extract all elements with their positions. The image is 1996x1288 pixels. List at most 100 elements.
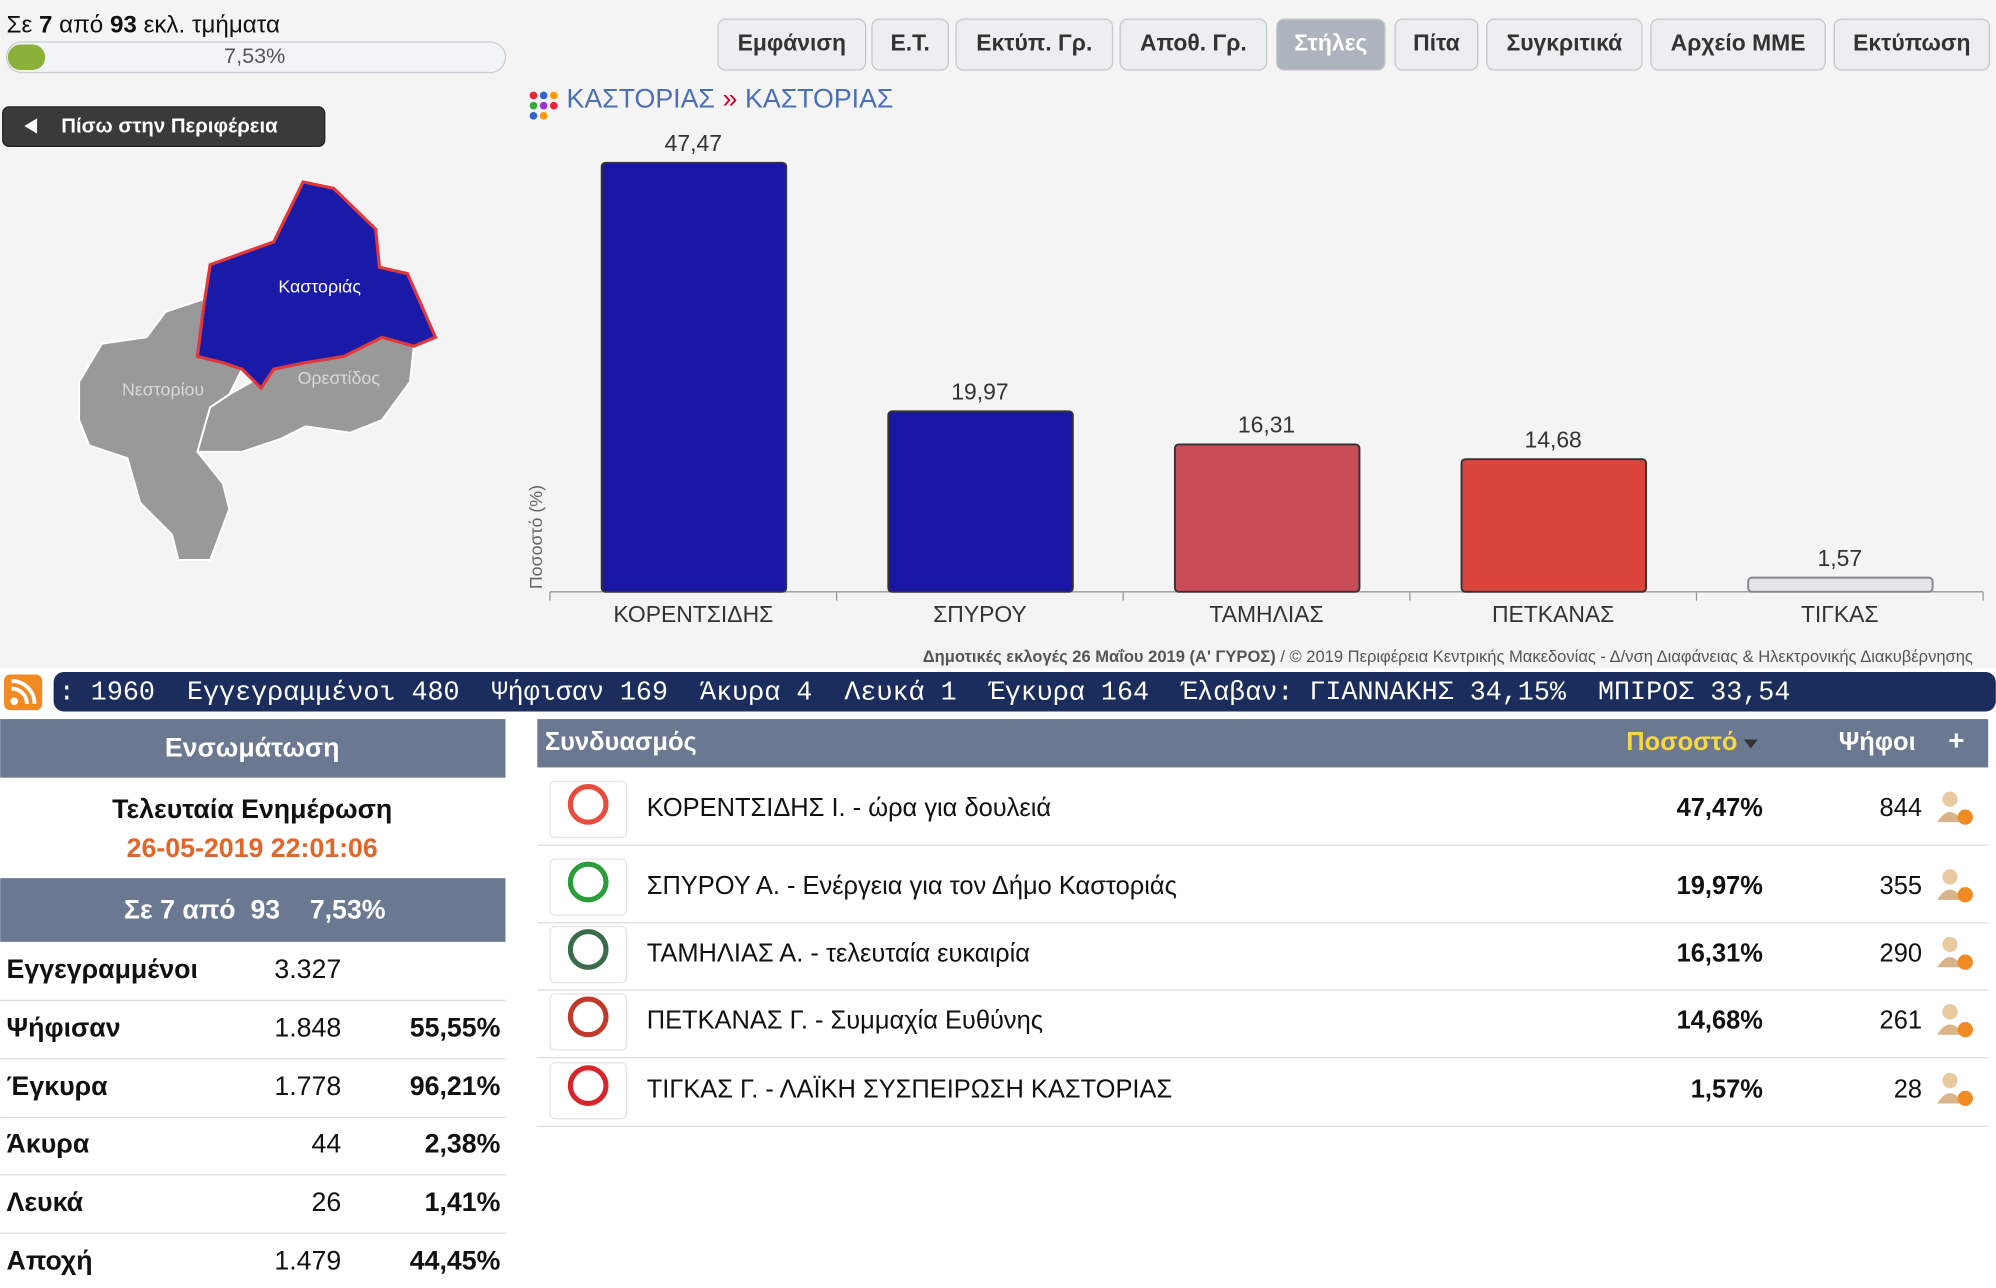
bar[interactable]	[887, 410, 1074, 593]
ticker-band	[53, 672, 1996, 712]
map-region-selected[interactable]	[195, 180, 438, 391]
party-logo-mark	[567, 861, 609, 903]
party-percent: 14,68%	[1677, 1007, 1763, 1035]
column-header[interactable]: Ψήφοι	[1839, 728, 1916, 756]
breadcrumb-part: ΚΑΣΤΟΡΙΑΣ	[567, 84, 715, 114]
button-label: Εκτύπ. Γρ.	[976, 30, 1092, 56]
button-background	[871, 18, 949, 71]
button-background	[1486, 18, 1643, 71]
stat-name: Ψήφισαν	[7, 1013, 121, 1043]
stat-percent: 2,38%	[425, 1129, 501, 1159]
candidates-icon[interactable]	[1937, 791, 1973, 825]
party-logo-mark	[567, 1065, 609, 1106]
category-label: ΤΑΜΗΛΙΑΣ	[1209, 601, 1323, 627]
stat-name: Αποχή	[7, 1246, 93, 1276]
value-label: 14,68	[1525, 426, 1582, 452]
toolbar-button[interactable]: Συγκριτικά	[1486, 18, 1643, 71]
candidates-icon[interactable]	[1937, 1004, 1973, 1038]
column-header[interactable]: +	[1948, 724, 1964, 755]
stat-percent: 1,41%	[425, 1187, 501, 1217]
stat-count: 1.848	[274, 1013, 341, 1043]
button-background	[1394, 18, 1479, 71]
toolbar-button[interactable]: Εκτύπ. Γρ.	[955, 18, 1114, 71]
value-label: 16,31	[1238, 412, 1295, 438]
column-header[interactable]: Συνδυασμός	[545, 728, 697, 756]
rss-icon[interactable]	[4, 674, 43, 711]
icon-body	[1937, 1024, 1963, 1035]
candidates-icon[interactable]	[1937, 936, 1973, 970]
stat-name: Εγγεγραμμένοι	[7, 954, 198, 984]
button-background	[1833, 18, 1991, 71]
table-row[interactable]: ΚΟΡΕΝΤΣΙΔΗΣ Ι. - ώρα για δουλειά 47,47% 84…	[537, 780, 1989, 846]
stat-count: 3.327	[274, 954, 341, 984]
party-name: ΠΕΤΚΑΝΑΣ Γ. - Συμμαχία Ευθύνης	[647, 1007, 1043, 1035]
toolbar-button[interactable]: Στήλες	[1276, 18, 1386, 71]
stat-percent: 44,45%	[410, 1246, 501, 1276]
status-part: 93	[110, 12, 137, 39]
stat-percent: 55,55%	[410, 1013, 501, 1043]
party-percent: 19,97%	[1677, 872, 1763, 900]
map: Καστοριάς Νεστορίου Ορεστίδος	[78, 180, 438, 561]
toolbar-button[interactable]: Πίτα	[1394, 18, 1479, 71]
progress-text: Σε 7 από 93	[124, 894, 280, 924]
party-logo	[549, 780, 627, 839]
party-votes: 355	[1880, 872, 1922, 900]
table-row[interactable]: ΤΙΓΚΑΣ Γ. - ΛΑΪΚΗ ΣΥΣΠΕΙΡΩΣΗ ΚΑΣΤΟΡΙΑΣ 1,…	[537, 1062, 1989, 1127]
button-label: Εκτύπωση	[1853, 30, 1970, 56]
party-name: ΤΙΓΚΑΣ Γ. - ΛΑΪΚΗ ΣΥΣΠΕΙΡΩΣΗ ΚΑΣΤΟΡΙΑΣ	[647, 1075, 1172, 1103]
bar[interactable]	[600, 161, 788, 593]
icon-head	[1942, 869, 1958, 885]
panel-title: Ενσωμάτωση	[165, 733, 340, 763]
toolbar-button[interactable]: Εκτύπωση	[1833, 18, 1991, 71]
button-background	[1650, 18, 1826, 71]
icon-body	[1937, 889, 1963, 900]
bar[interactable]	[1747, 576, 1934, 593]
status-part: εκλ. τμήματα	[137, 12, 280, 39]
icon-plus	[1957, 1022, 1973, 1038]
panel-header	[0, 719, 506, 778]
party-votes: 844	[1880, 794, 1922, 822]
button-label: Πίσω στην Περιφέρεια	[61, 116, 278, 138]
stat-name: Λευκά	[7, 1187, 84, 1217]
back-button[interactable]: Πίσω στην Περιφέρεια	[2, 106, 326, 147]
update-label: Τελευταία Ενημέρωση	[112, 794, 392, 824]
candidates-icon[interactable]	[1937, 869, 1973, 903]
button-label: Συγκριτικά	[1506, 30, 1622, 56]
toolbar-button[interactable]: Αρχείο ΜΜΕ	[1650, 18, 1826, 71]
table-row[interactable]: ΠΕΤΚΑΝΑΣ Γ. - Συμμαχία Ευθύνης 14,68% 261	[537, 993, 1989, 1059]
map-label: Ορεστίδος	[298, 368, 381, 388]
icon-body	[1937, 1093, 1963, 1104]
candidates-icon[interactable]	[1937, 1072, 1973, 1106]
stat-count: 26	[312, 1187, 342, 1217]
stat-percent: 96,21%	[410, 1071, 501, 1101]
button-label: Εμφάνιση	[738, 30, 846, 56]
breadcrumb: ΚΑΣΤΟΡΙΑΣ» ΚΑΣΤΟΡΙΑΣ	[567, 84, 894, 114]
table-header	[537, 719, 1989, 768]
value-label: 19,97	[951, 379, 1008, 405]
stat-count: 1.479	[274, 1246, 341, 1276]
breadcrumb-part: ΚΑΣΤΟΡΙΑΣ	[745, 84, 893, 114]
table-row[interactable]: ΤΑΜΗΛΙΑΣ Α. - τελευταία ευκαιρία 16,31% 29…	[537, 925, 1989, 991]
button-background	[2, 106, 326, 147]
party-percent: 47,47%	[1677, 794, 1763, 822]
category-label: ΚΟΡΕΝΤΣΙΔΗΣ	[613, 601, 773, 627]
icon-body	[1937, 957, 1963, 968]
button-background	[1119, 18, 1268, 71]
toolbar-button[interactable]: Αποθ. Γρ.	[1119, 18, 1268, 71]
status-part: Σε	[7, 12, 39, 39]
map-label: Νεστορίου	[122, 379, 204, 399]
table-row[interactable]: ΣΠΥΡΟΥ Α. - Ενέργεια για τον Δήμο Καστορ…	[537, 858, 1989, 924]
button-background	[717, 18, 867, 71]
toolbar-button[interactable]: Ε.Τ.	[871, 18, 949, 71]
y-axis-label: Ποσοστό (%)	[526, 485, 546, 589]
toolbar-button[interactable]: Εμφάνιση	[717, 18, 867, 71]
party-logo	[549, 1062, 627, 1120]
party-logo	[549, 925, 627, 984]
column-header[interactable]: Ποσοστό	[1626, 728, 1737, 756]
party-votes: 290	[1880, 939, 1922, 967]
party-logo	[549, 993, 627, 1051]
bar[interactable]	[1460, 458, 1648, 593]
bar[interactable]	[1173, 443, 1361, 593]
party-name: ΤΑΜΗΛΙΑΣ Α. - τελευταία ευκαιρία	[647, 939, 1030, 967]
